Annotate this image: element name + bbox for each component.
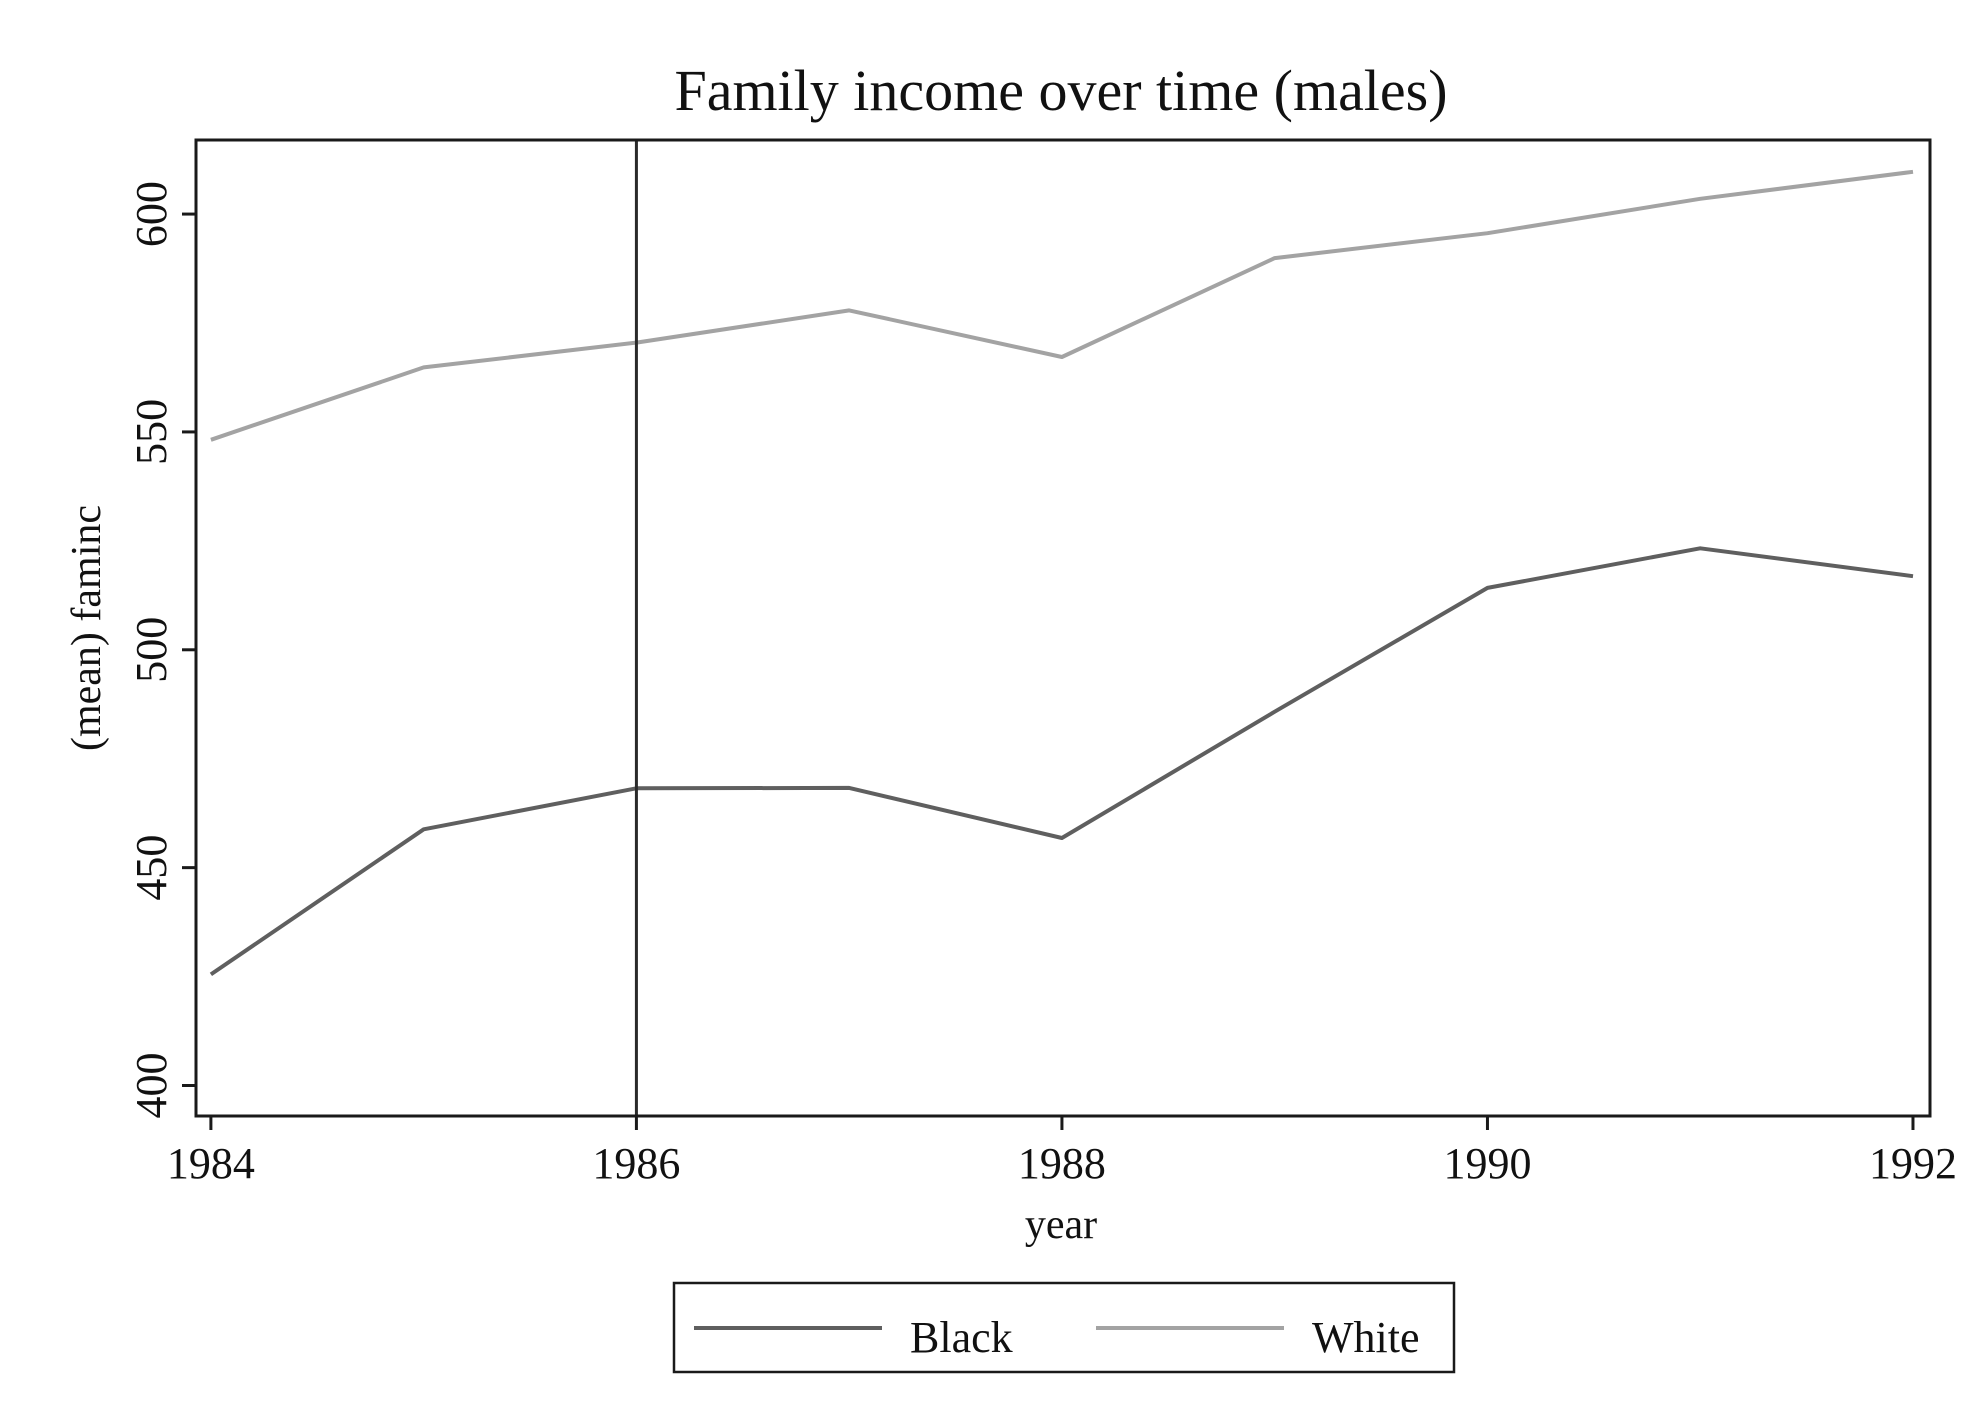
x-tick-label: 1984 <box>167 1139 255 1188</box>
y-tick-label: 400 <box>127 1053 176 1119</box>
legend: Black White <box>672 1281 1456 1374</box>
x-axis-title: year <box>1025 1202 1097 1248</box>
x-tick-label: 1988 <box>1018 1139 1106 1188</box>
y-tick-label: 600 <box>127 181 176 247</box>
x-axis-ticks: 1984 1986 1988 1990 1992 <box>167 1116 1957 1188</box>
legend-label-black: Black <box>910 1313 1013 1362</box>
y-tick-label: 500 <box>127 617 176 683</box>
y-axis-ticks: 400 450 500 550 600 <box>127 181 196 1119</box>
chart-title: Family income over time (males) <box>674 58 1447 123</box>
y-axis-title: (mean) faminc <box>64 505 110 751</box>
y-tick-label: 450 <box>127 835 176 901</box>
legend-label-white: White <box>1312 1313 1420 1362</box>
plot-marks <box>209 140 1914 1116</box>
series-line-black <box>209 546 1914 977</box>
y-tick-label: 550 <box>127 399 176 465</box>
x-tick-label: 1992 <box>1869 1139 1957 1188</box>
series-line-white <box>210 169 1914 442</box>
x-tick-label: 1990 <box>1443 1139 1531 1188</box>
x-tick-label: 1986 <box>592 1139 680 1188</box>
